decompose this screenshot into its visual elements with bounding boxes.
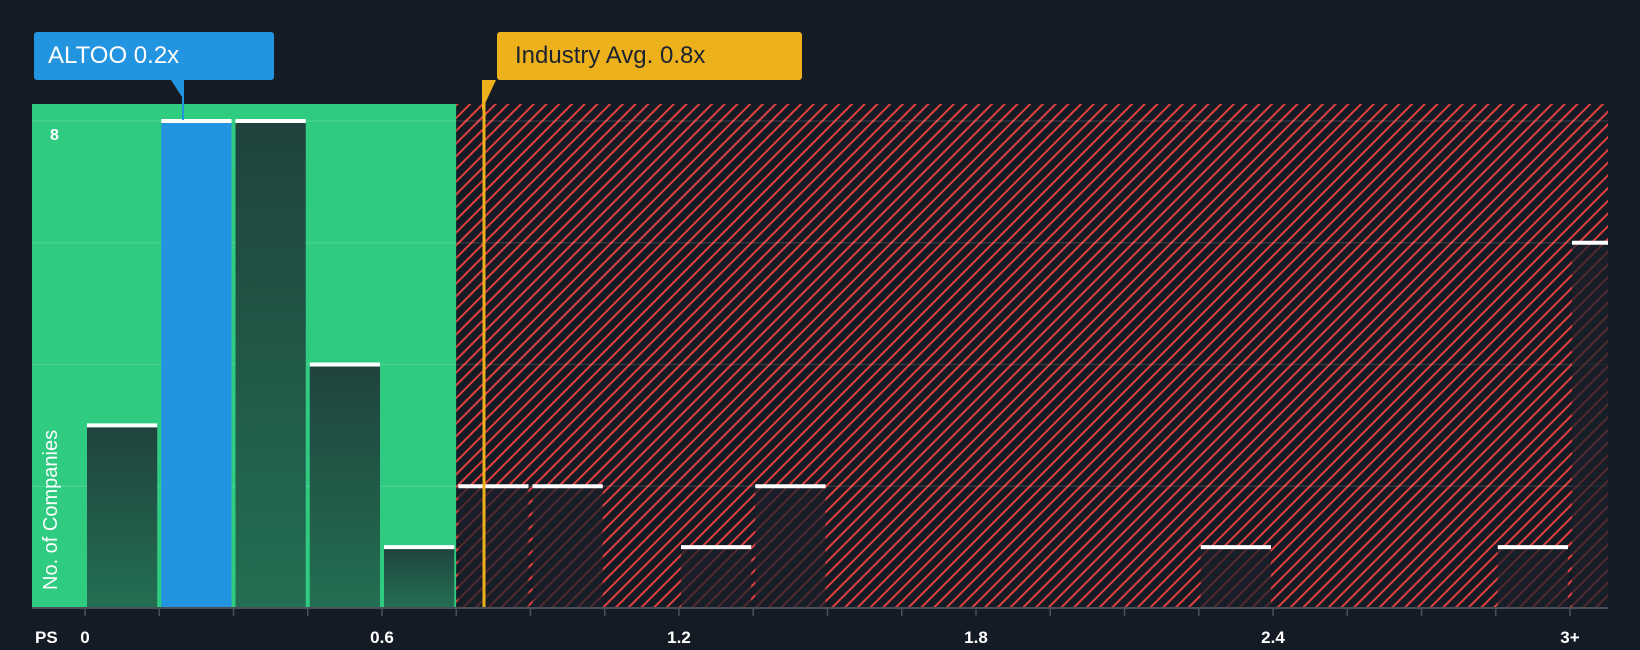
bar-top-cap — [1572, 240, 1608, 245]
bar-top-cap — [532, 484, 603, 489]
bar-top-cap — [87, 423, 158, 428]
histogram-bar — [681, 547, 752, 608]
histogram-bar — [384, 547, 455, 608]
bar-top-cap — [755, 484, 826, 489]
bar-top-cap — [384, 545, 455, 550]
bar-top-cap — [309, 362, 380, 367]
x-tick-2-4: 2.4 — [1261, 628, 1285, 647]
histogram-bar — [309, 364, 380, 608]
x-tick-0-6: 0.6 — [370, 628, 394, 647]
bar-top-cap — [681, 545, 752, 550]
histogram-bar — [458, 486, 529, 608]
bar-top-cap — [161, 119, 232, 123]
histogram-bar — [87, 425, 158, 608]
y-axis-title: No. of Companies — [40, 429, 62, 590]
overvalued-zone — [456, 104, 1608, 608]
histogram-bar — [161, 121, 232, 608]
histogram-bar — [235, 121, 306, 608]
histogram-bar — [532, 486, 603, 608]
industry-average-callout: Industry Avg. 0.8x — [497, 32, 802, 80]
bar-top-cap — [1497, 545, 1568, 550]
histogram-bar — [1572, 242, 1608, 608]
x-axis-title: PS — [35, 628, 58, 647]
histogram-bar — [1200, 547, 1271, 608]
x-tick-0: 0 — [80, 628, 90, 647]
x-tick-3-plus: 3+ — [1560, 628, 1580, 647]
histogram-bar — [755, 486, 826, 608]
histogram-bar — [1497, 547, 1568, 608]
y-tick-max: 8 — [50, 127, 59, 144]
x-tick-1-2: 1.2 — [667, 628, 691, 647]
bar-top-cap — [458, 484, 529, 489]
bar-top-cap — [235, 119, 306, 123]
company-ps-callout: ALTOO 0.2x — [34, 32, 274, 80]
x-tick-1-8: 1.8 — [964, 628, 988, 647]
bar-top-cap — [1200, 545, 1271, 550]
